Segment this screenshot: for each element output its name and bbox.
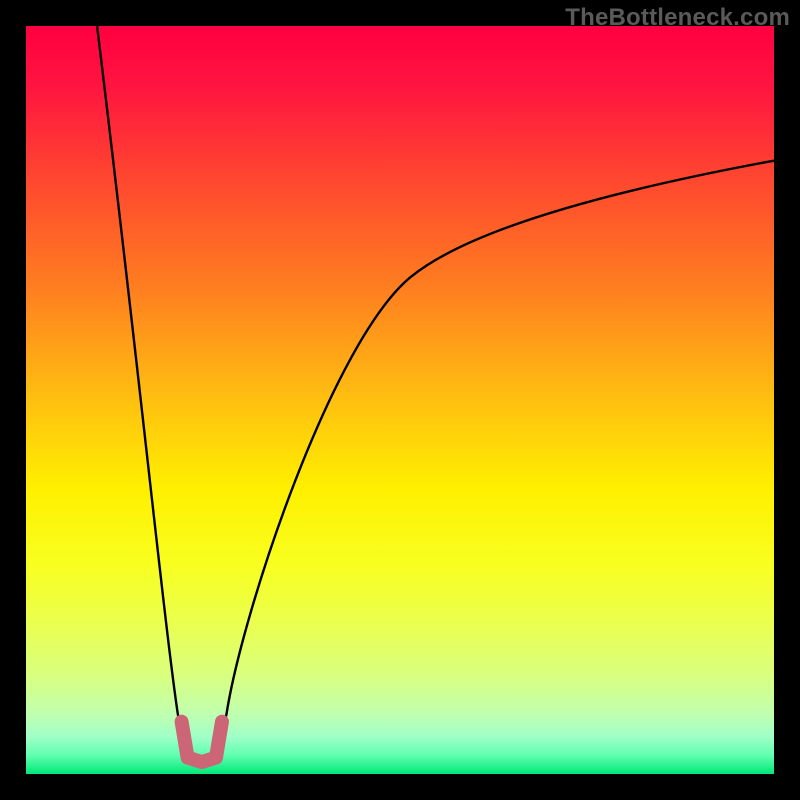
plot-area [26,26,774,774]
chart-svg [26,26,774,774]
watermark-label: TheBottleneck.com [565,4,790,32]
chart-frame: TheBottleneck.com [0,0,800,800]
gradient-background [26,26,774,774]
